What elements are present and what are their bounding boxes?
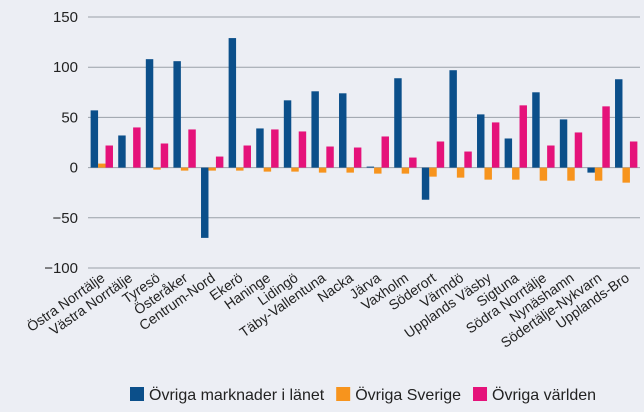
bar: [311, 91, 319, 168]
y-tick-label: 50: [61, 109, 78, 126]
bar: [559, 119, 568, 168]
bar: [283, 100, 292, 168]
bar: [401, 167, 410, 174]
bar: [519, 105, 527, 168]
bar: [409, 157, 417, 168]
bar: [271, 129, 279, 168]
bar: [263, 167, 272, 172]
bar: [256, 128, 264, 168]
bar: [188, 129, 196, 168]
y-tick-label: −50: [53, 210, 78, 227]
bar: [298, 131, 307, 168]
bar: [346, 167, 354, 173]
bar: [456, 167, 465, 178]
legend-label: Övriga världen: [492, 386, 596, 404]
bar: [98, 163, 106, 168]
bar: [587, 167, 595, 173]
legend-label: Övriga Sverige: [355, 386, 461, 404]
bar: [504, 138, 513, 168]
bar: [622, 167, 630, 183]
bar: [477, 114, 485, 168]
bar: [236, 167, 244, 171]
bar: [228, 38, 237, 168]
bar: [326, 146, 334, 168]
bar: [215, 156, 224, 168]
bar: [201, 167, 209, 238]
bar: [318, 167, 327, 173]
bar: [464, 151, 472, 168]
bar: [567, 167, 575, 181]
bar: [394, 78, 402, 168]
bar: [366, 166, 375, 168]
y-tick-label: 0: [70, 160, 78, 177]
bar: [594, 167, 603, 181]
y-tick-label: 150: [53, 9, 78, 26]
bar: [173, 61, 181, 168]
bar: [615, 79, 623, 168]
bar: [547, 145, 555, 168]
bar: [429, 167, 437, 177]
bar: [153, 167, 161, 170]
legend-swatch: [130, 387, 144, 401]
bar: [512, 167, 520, 180]
bar: [90, 110, 99, 168]
bar: [105, 145, 113, 168]
bar: [145, 59, 154, 168]
bar: [374, 167, 382, 174]
bar: [602, 106, 610, 168]
bar: [160, 143, 169, 168]
bar: [208, 167, 216, 171]
legend-label: Övriga marknader i länet: [149, 386, 325, 404]
bar: [491, 122, 500, 168]
bar: [381, 136, 389, 168]
bar: [436, 141, 445, 168]
bar: [133, 127, 141, 168]
bar: [339, 93, 347, 168]
bar: [243, 145, 251, 168]
y-tick-label: −100: [44, 260, 78, 277]
bar: [484, 167, 492, 180]
bar: [421, 167, 430, 200]
bar: [629, 141, 638, 168]
legend-swatch: [336, 387, 351, 401]
bar: [539, 167, 548, 181]
bar: [353, 147, 362, 168]
legend-swatch: [473, 387, 488, 401]
bar: [449, 70, 457, 168]
bar: [118, 135, 126, 168]
bar: [180, 167, 189, 171]
bar: [532, 92, 540, 168]
y-tick-label: 100: [53, 59, 78, 76]
bar: [291, 167, 299, 172]
bar: [574, 132, 583, 168]
